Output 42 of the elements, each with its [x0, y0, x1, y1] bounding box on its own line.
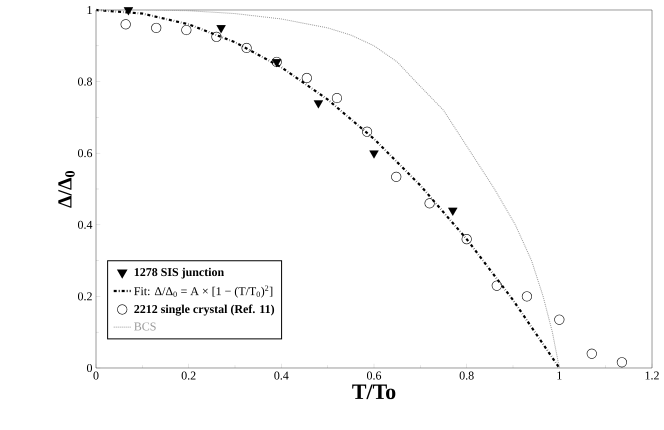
point	[211, 32, 222, 42]
point	[424, 198, 435, 208]
x-tick-label: 0.6	[366, 372, 382, 380]
x-tick-label: 0	[93, 372, 99, 380]
point	[522, 291, 532, 302]
point	[151, 22, 162, 33]
y-tick-label: 0.2	[78, 292, 92, 300]
point	[272, 59, 282, 68]
x-tick-label: 1	[557, 372, 562, 380]
legend-label: BCS	[134, 322, 156, 330]
point	[302, 72, 312, 84]
y-axis-title: Δ/Δ$_{0}$	[58, 171, 75, 208]
y-tick-label: 0	[86, 364, 92, 372]
point	[554, 314, 564, 325]
x-tick-label: 0.2	[182, 372, 196, 380]
point	[332, 92, 342, 104]
point	[216, 25, 226, 34]
x-tick-label: 0.8	[460, 372, 474, 380]
point	[242, 42, 252, 54]
point	[124, 7, 134, 16]
legend-label: 1278 SIS junction	[134, 268, 224, 279]
y-tick-label: 1	[88, 6, 92, 14]
point	[492, 280, 502, 291]
point	[586, 348, 597, 359]
x-tick-label: 0.4	[274, 372, 289, 380]
legend-label: 2212 single crystal (Ref. 11)	[134, 304, 274, 316]
point	[391, 172, 402, 182]
point	[272, 56, 282, 67]
point	[369, 150, 379, 159]
x-axis-title: T/To	[352, 384, 396, 400]
point	[616, 357, 627, 368]
y-tick-label: 0.4	[78, 220, 92, 229]
y-tick-label: 0.6	[78, 149, 92, 158]
point	[448, 208, 458, 216]
point	[120, 19, 131, 30]
x-tick-label: 1.2	[646, 372, 659, 380]
y-tick-label: 0.8	[78, 78, 92, 86]
legend-label: Fit: Δ/Δ$_{0}$ = A × [1 − (T/T$_{0}$)$^{2}$]	[134, 285, 272, 298]
point	[462, 234, 472, 244]
point	[314, 100, 324, 108]
point	[362, 126, 372, 137]
point	[181, 24, 192, 36]
